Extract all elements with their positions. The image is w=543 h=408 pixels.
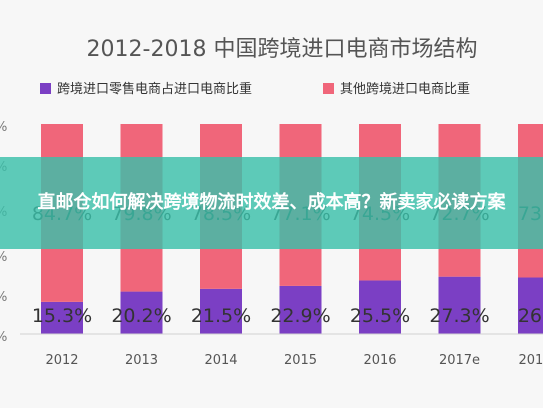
headline-text[interactable]: 直邮仓如何解决跨境物流时效差、成本高？新卖家必读方案 bbox=[37, 192, 506, 213]
data-label-retail: 20.2% bbox=[111, 305, 171, 327]
data-label-retail: 26.9 bbox=[518, 305, 543, 327]
data-label-retail: 22.9% bbox=[270, 305, 330, 327]
bar-segment-retail bbox=[200, 288, 242, 334]
bar-segment-retail bbox=[279, 285, 322, 334]
x-tick-label: 2017e bbox=[439, 353, 480, 368]
legend-swatch-other bbox=[323, 83, 334, 94]
chart-title: 2012-2018 中国跨境进口电商市场结构 bbox=[87, 37, 478, 62]
bar-segment-retail bbox=[438, 276, 481, 334]
data-label-retail: 27.3% bbox=[429, 305, 489, 327]
legend-swatch-retail bbox=[40, 83, 51, 94]
x-tick-label: 2015 bbox=[284, 353, 317, 368]
x-tick-label: 2013 bbox=[125, 353, 158, 368]
data-label-retail: 15.3% bbox=[32, 305, 92, 327]
headline-banner[interactable]: 直邮仓如何解决跨境物流时效差、成本高？新卖家必读方案 bbox=[0, 157, 543, 249]
x-tick-label: 2014 bbox=[204, 353, 237, 368]
data-label-retail: 21.5% bbox=[191, 305, 251, 327]
bar-segment-retail bbox=[120, 291, 163, 334]
data-label-retail: 25.5% bbox=[350, 305, 410, 327]
edge-mark: % bbox=[0, 250, 7, 265]
legend: 跨境进口零售电商占进口电商比重 其他跨境进口电商比重 bbox=[40, 81, 470, 97]
edge-mark: % bbox=[0, 290, 7, 305]
bar-segment-retail bbox=[359, 280, 401, 334]
legend-label-retail: 跨境进口零售电商占进口电商比重 bbox=[57, 81, 252, 97]
bar-segment-retail bbox=[41, 301, 83, 334]
legend-label-other: 其他跨境进口电商比重 bbox=[340, 81, 470, 97]
x-tick-label: 2018e bbox=[518, 353, 543, 368]
bar-segment-retail bbox=[518, 277, 543, 334]
x-tick-label: 2016 bbox=[363, 353, 396, 368]
edge-mark: % bbox=[0, 330, 7, 345]
x-tick-label: 2012 bbox=[45, 353, 78, 368]
edge-mark: % bbox=[0, 120, 7, 135]
